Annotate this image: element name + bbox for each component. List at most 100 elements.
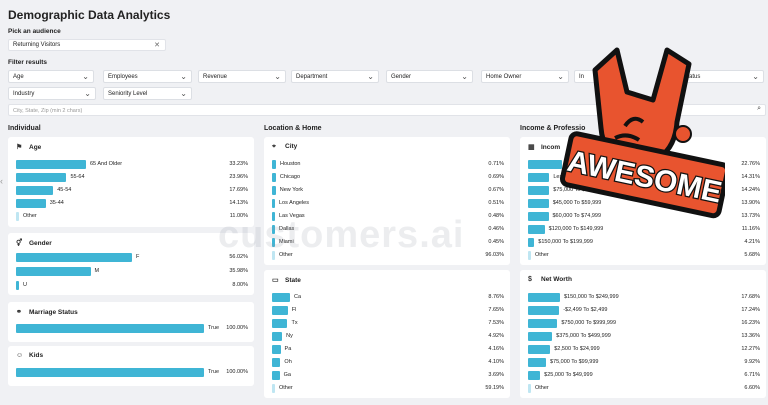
bar-label: Tx [291, 320, 298, 326]
bar-label: Ny [286, 333, 293, 339]
card-title-text: Age [29, 144, 42, 151]
bar-percent: 0.51% [488, 200, 504, 206]
chevron-down-icon: ⌄ [557, 72, 564, 81]
awesome-sticker: AWESOME [559, 47, 725, 219]
bar-label: Dallas [279, 226, 295, 232]
audience-select[interactable]: Returning Visitors ✕ [8, 39, 166, 51]
bar-percent: 96.03% [485, 252, 504, 258]
bar-percent: 17.68% [741, 294, 760, 300]
bar-percent: 8.76% [488, 294, 504, 300]
bar-row: 55-64 23.96% [16, 173, 248, 182]
bar-row: $150,000 To $249,999 17.68% [528, 293, 760, 302]
bar-percent: 14.24% [741, 187, 760, 193]
bar-label: Other [535, 252, 549, 258]
bar-percent: 12.27% [741, 346, 760, 352]
map-pin-icon: ⌖ [272, 143, 276, 150]
card-title-text: Gender [29, 240, 52, 247]
bar-percent: 16.23% [741, 320, 760, 326]
bar [16, 368, 204, 377]
age-icon: ⚑ [16, 144, 23, 151]
bar-percent: 17.24% [741, 307, 760, 313]
card-gender-title: ⚥ Gender [16, 239, 52, 247]
bar-label: $375,000 To $499,999 [556, 333, 611, 339]
bar-percent: 4.92% [488, 333, 504, 339]
search-icon[interactable]: ⌕ [757, 105, 761, 112]
bar [272, 212, 275, 221]
filter-seniority[interactable]: Seniority Level ⌄ [103, 87, 192, 100]
filter-industry[interactable]: Industry ⌄ [8, 87, 96, 100]
awesome-banner [559, 131, 725, 219]
filter-home-owner[interactable]: Home Owner ⌄ [481, 70, 569, 83]
bar-row: $120,000 To $149,999 11.16% [528, 225, 760, 234]
bar-row: -$2,499 To $2,499 17.24% [528, 306, 760, 315]
filter-age-label: Age [13, 74, 24, 80]
bar-percent: 33.23% [229, 161, 248, 167]
card-gender: ⚥ Gender F 56.02% M 35.98% U 8.00% [8, 233, 254, 295]
bar-percent: 17.69% [229, 187, 248, 193]
bar-percent: 59.19% [485, 385, 504, 391]
bar [16, 186, 54, 195]
badge-dot [674, 125, 692, 143]
bar [16, 324, 204, 333]
bar-label: $2,500 To $24,999 [554, 346, 600, 352]
bar-label: Houston [280, 161, 301, 167]
bar-label: True [208, 325, 220, 331]
money-bag-icon: $ [528, 276, 532, 283]
bar-row: Other 96.03% [272, 251, 504, 260]
bar-row: True 100.00% [16, 324, 248, 333]
clear-icon[interactable]: ✕ [154, 42, 160, 49]
card-income-title: ▦ Incom [528, 143, 560, 151]
map-icon: ▭ [272, 277, 279, 284]
bar-row: Ny 4.92% [272, 332, 504, 341]
filter-department[interactable]: Department ⌄ [291, 70, 379, 83]
bar-label: $75,000 To $99,999 [549, 359, 599, 365]
bar-percent: 11.16% [741, 226, 760, 232]
bar-row: Houston 0.71% [272, 160, 504, 169]
bar-label: Pa [284, 346, 292, 352]
bar [528, 199, 549, 208]
chevron-down-icon: ⌄ [82, 72, 89, 81]
bar-percent: 14.31% [741, 174, 760, 180]
filter-revenue-label: Revenue [203, 74, 228, 80]
bar-percent: 6.60% [744, 385, 760, 391]
bar-percent: 0.45% [488, 239, 504, 245]
bar-row: Ga 3.69% [272, 371, 504, 380]
column-income-professional: Income & Professio [520, 125, 586, 132]
bar-percent: 0.48% [488, 213, 504, 219]
card-title-text: City [285, 143, 298, 150]
bar-percent: 7.65% [488, 307, 504, 313]
chevron-left-icon[interactable]: ‹ [0, 176, 3, 186]
chevron-down-icon: ⌄ [180, 89, 187, 98]
card-age-title: ⚑ Age [16, 143, 41, 151]
filter-employees[interactable]: Employees ⌄ [103, 70, 192, 83]
bar-label: 35-44 [49, 200, 64, 206]
bar-row: $375,000 To $499,999 13.36% [528, 332, 760, 341]
city-search-input[interactable]: City, State, Zip (min 2 chars) ⌕ [8, 104, 766, 116]
bar-percent: 100.00% [226, 369, 248, 375]
bar-label: 65 And Older [90, 161, 123, 167]
bar [528, 384, 531, 393]
filter-revenue[interactable]: Revenue ⌄ [198, 70, 286, 83]
bar-row: Other 59.19% [272, 384, 504, 393]
bar-row: $2,500 To $24,999 12.27% [528, 345, 760, 354]
bar [272, 251, 275, 260]
bar [272, 199, 275, 208]
filter-age[interactable]: Age ⌄ [8, 70, 94, 83]
bar-percent: 4.21% [744, 239, 760, 245]
bar [528, 225, 545, 234]
bar [272, 358, 281, 367]
filter-gender-label: Gender [391, 74, 412, 80]
filter-employees-label: Employees [108, 74, 138, 80]
bar-percent: 4.16% [488, 346, 504, 352]
bar [528, 173, 550, 182]
filter-gender[interactable]: Gender ⌄ [386, 70, 473, 83]
bar-label: Other [279, 385, 293, 391]
card-city-title: ⌖ City [272, 143, 297, 151]
rings-icon: ⚭ [16, 309, 22, 316]
bar-label: $150,000 To $249,999 [564, 294, 619, 300]
bar-label: 55-64 [70, 174, 85, 180]
bar-label: 45-54 [57, 187, 72, 193]
bar-percent: 0.67% [488, 187, 504, 193]
bar-row: $150,000 To $199,999 4.21% [528, 238, 760, 247]
bar-row: $45,000 To $59,999 13.90% [528, 199, 760, 208]
